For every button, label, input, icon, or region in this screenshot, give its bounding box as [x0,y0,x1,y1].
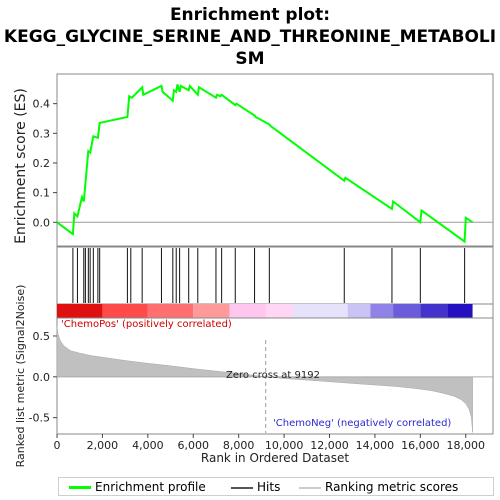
colorbar-segment [293,304,348,318]
colorbar-segment [420,304,448,318]
pos-annotation: 'ChemoPos' (positively correlated) [61,319,232,330]
colorbar-segment [193,304,230,318]
metric-swatch [299,486,321,489]
x-tick-label: 2,000 [87,439,119,452]
colorbar-segment [102,304,148,318]
hit-markers [72,248,466,303]
es-y-tick-label: 0.4 [33,98,51,111]
x-tick-label: 6,000 [178,439,210,452]
metric-y-axis: -0.5 0.0 0.5 [29,330,57,425]
es-y-tick-label: 0.3 [33,127,51,140]
metric-y-tick-label: -0.5 [29,412,50,425]
x-axis: 0 2,000 4,000 6,000 8,000 10,000 12,000 14,000 1… [54,434,486,452]
hits-swatch [231,486,253,489]
es-y-tick-label: 0.1 [33,187,51,200]
x-tick-label: 12,000 [310,439,349,452]
x-tick-label: 14,000 [356,439,395,452]
x-tick-label: 0 [54,439,61,452]
metric-y-tick-label: 0.0 [33,371,51,384]
metric-y-axis-label: Ranked list metric (Signal2Noise) [14,285,27,468]
hits-panel [56,246,494,305]
es-panel [56,73,494,247]
colorbar-segment [370,304,394,318]
zero-cross-annotation: Zero cross at 9192 [226,370,320,381]
enrichment-swatch [69,486,91,489]
legend-item-hits: Hits [231,479,280,495]
colorbar-segment [393,304,421,318]
x-axis-label: Rank in Ordered Dataset [201,451,349,465]
legend-label-hits: Hits [257,480,281,494]
legend-label-enrichment: Enrichment profile [95,480,206,494]
neg-annotation: 'ChemoNeg' (negatively correlated) [273,418,451,429]
ranking-metric-area [56,326,473,433]
legend-label-metric: Ranking metric scores [325,480,459,494]
x-tick-label: 18,000 [447,439,486,452]
x-tick-label: 16,000 [401,439,440,452]
colorbar-segment [265,304,294,318]
legend-item-enrichment: Enrichment profile [69,479,206,495]
colorbar-segment [347,304,371,318]
colorbar-segment [447,304,473,318]
metric-y-tick-label: 0.5 [33,330,51,343]
colorbar-segment [57,304,103,318]
title-line-3: SM [235,49,265,69]
es-y-tick-label: 0.0 [33,216,51,229]
es-y-axis: 0.0 0.1 0.2 0.3 0.4 [33,98,57,229]
x-tick-label: 10,000 [265,439,304,452]
legend-item-metric: Ranking metric scores [299,479,458,495]
enrichment-profile-line [56,83,474,244]
es-y-tick-label: 0.2 [33,157,51,170]
colorbar-segment [229,304,266,318]
legend: Enrichment profile Hits Ranking metric s… [58,477,494,496]
title-line-1: Enrichment plot: [169,5,331,25]
colorbar-segment [147,304,194,318]
x-tick-label: 8,000 [223,439,255,452]
x-tick-label: 4,000 [132,439,164,452]
ranking-colorbar [57,304,473,318]
es-y-axis-label: Enrichment score (ES) [13,88,29,244]
chart-title: Enrichment plot: KEGG_GLYCINE_SERINE_AND… [0,4,500,70]
title-line-2: KEGG_GLYCINE_SERINE_AND_THREONINE_METABO… [3,27,497,47]
